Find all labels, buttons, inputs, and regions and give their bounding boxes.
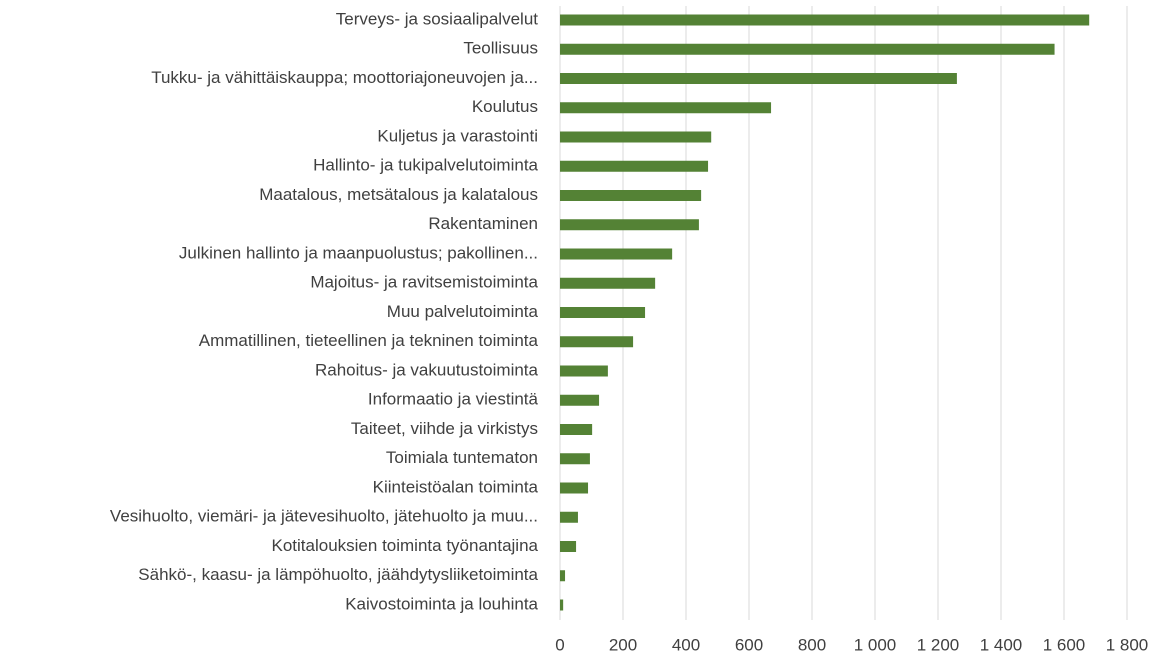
y-tick-label: Taiteet, viihde ja virkistys xyxy=(351,419,538,438)
y-tick-label: Informaatio ja viestintä xyxy=(368,390,539,409)
bar xyxy=(560,307,646,318)
y-tick-label: Rakentaminen xyxy=(428,214,538,233)
y-tick-label: Muu palvelutoiminta xyxy=(387,302,539,321)
bar xyxy=(560,14,1090,26)
x-tick-label: 200 xyxy=(609,635,637,654)
x-tick-label: 1 800 xyxy=(1106,635,1149,654)
y-tick-label: Hallinto- ja tukipalvelutoiminta xyxy=(313,156,538,175)
y-tick-label: Maatalous, metsätalous ja kalatalous xyxy=(259,185,538,204)
bar xyxy=(560,102,772,114)
x-tick-label: 800 xyxy=(798,635,826,654)
bar xyxy=(560,219,699,231)
y-tick-label: Teollisuus xyxy=(463,39,538,58)
y-tick-label: Koulutus xyxy=(472,97,538,116)
x-tick-label: 600 xyxy=(735,635,763,654)
x-tick-label: 1 200 xyxy=(917,635,960,654)
y-tick-label: Majoitus- ja ravitsemistoiminta xyxy=(310,273,538,292)
bar xyxy=(560,541,577,552)
bar xyxy=(560,453,590,465)
y-tick-label: Vesihuolto, viemäri- ja jätevesihuolto, … xyxy=(110,507,538,526)
y-tick-label: Julkinen hallinto ja maanpuolustus; pako… xyxy=(179,243,538,262)
bar xyxy=(560,336,634,348)
y-tick-label: Kotitalouksien toiminta työnantajina xyxy=(272,536,539,555)
bar xyxy=(560,160,709,172)
x-tick-label: 0 xyxy=(555,635,564,654)
x-tick-label: 1 000 xyxy=(854,635,897,654)
bar xyxy=(560,190,702,201)
bar xyxy=(560,511,578,523)
bar xyxy=(560,73,957,84)
y-tick-label: Ammatillinen, tieteellinen ja tekninen t… xyxy=(199,331,539,350)
y-tick-label: Toimiala tuntematon xyxy=(386,448,538,467)
bar xyxy=(560,394,600,406)
y-tick-label: Kiinteistöalan toiminta xyxy=(373,477,539,496)
y-tick-label: Tukku- ja vähittäiskauppa; moottoriajone… xyxy=(151,68,538,87)
y-tick-label: Sähkö-, kaasu- ja lämpöhuolto, jäähdytys… xyxy=(138,565,538,584)
bar xyxy=(560,43,1055,55)
bar xyxy=(560,277,656,289)
bar xyxy=(560,482,589,494)
bar xyxy=(560,248,673,260)
y-tick-label: Rahoitus- ja vakuutustoiminta xyxy=(315,360,539,379)
y-tick-label: Kaivostoiminta ja louhinta xyxy=(345,594,538,613)
bar xyxy=(560,131,712,143)
bar xyxy=(560,365,608,377)
x-tick-label: 400 xyxy=(672,635,700,654)
bar xyxy=(560,570,566,582)
bar xyxy=(560,599,564,611)
x-tick-label: 1 600 xyxy=(1043,635,1086,654)
x-tick-label: 1 400 xyxy=(980,635,1023,654)
bar xyxy=(560,424,593,435)
y-tick-label: Terveys- ja sosiaalipalvelut xyxy=(336,9,538,28)
y-tick-label: Kuljetus ja varastointi xyxy=(377,126,538,145)
